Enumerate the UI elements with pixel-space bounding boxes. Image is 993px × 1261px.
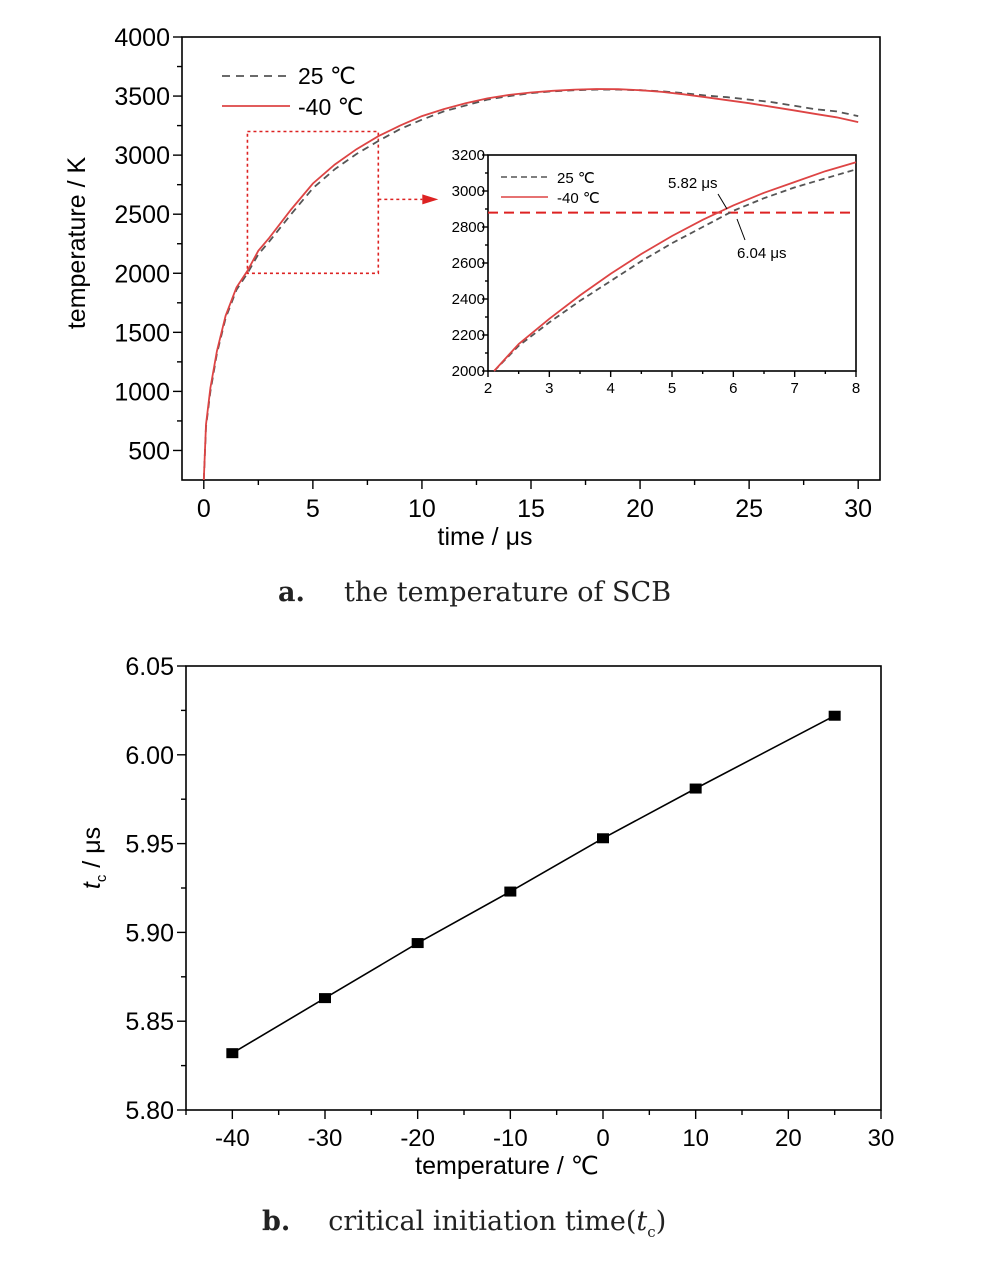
inset-xtick-label: 4 bbox=[606, 380, 614, 397]
b-ytick-label: 6.05 bbox=[125, 653, 174, 681]
b-xtick-label: 20 bbox=[775, 1125, 802, 1152]
inset-ytick-label: 2000 bbox=[452, 363, 485, 380]
inset-frame bbox=[487, 154, 857, 372]
legend-a-25-label: 25 ℃ bbox=[298, 63, 356, 89]
b-xtick-label: -10 bbox=[493, 1125, 528, 1152]
a-xtick-label: 0 bbox=[197, 495, 211, 523]
chart-b-y-label-sub: c bbox=[93, 874, 110, 882]
b-ytick-label: 5.95 bbox=[125, 831, 174, 859]
chart-a-y-tick-labels: 500 1000 1500 2000 2500 3000 3500 4000 bbox=[114, 24, 170, 465]
inset-xtick-label: 3 bbox=[545, 380, 553, 397]
b-xtick-label: 30 bbox=[868, 1125, 895, 1152]
inset-ticks bbox=[482, 154, 857, 377]
inset-annotation-604: 6.04 μs bbox=[737, 245, 787, 262]
caption-b: b. critical initiation time(tc) bbox=[262, 1206, 666, 1241]
inset-annotation-arrow-1 bbox=[717, 193, 728, 210]
chart-a-x-axis-label: time / μs bbox=[438, 523, 533, 551]
caption-a-text: the temperature of SCB bbox=[344, 577, 671, 608]
chart-b: -40 -30 -20 -10 0 10 20 30 5.80 5.85 5.90 5.95 6.00… bbox=[78, 653, 894, 1241]
caption-b-close: ) bbox=[656, 1206, 667, 1237]
series-minus40c-line bbox=[202, 88, 859, 481]
a-ytick-label: 2500 bbox=[114, 201, 170, 229]
inset-x-tick-labels: 2 3 4 5 6 7 8 bbox=[484, 380, 860, 397]
inset-ytick-label: 3000 bbox=[452, 183, 485, 200]
inset-legend: 25 ℃ -40 ℃ bbox=[501, 170, 600, 207]
a-ytick-label: 3500 bbox=[114, 83, 170, 111]
b-xtick-label: -20 bbox=[400, 1125, 435, 1152]
a-ytick-label: 500 bbox=[128, 437, 170, 465]
a-xtick-label: 25 bbox=[735, 495, 763, 523]
chart-a-x-tick-labels: 0 5 10 15 20 25 30 bbox=[197, 495, 872, 523]
inset-series-25c-line bbox=[493, 168, 857, 372]
chart-a-legend: 25 ℃ -40 ℃ bbox=[222, 63, 363, 120]
inset-xtick-label: 8 bbox=[852, 380, 860, 397]
b-ytick-label: 5.90 bbox=[125, 919, 174, 947]
chart-b-y-label-italic: t bbox=[78, 881, 106, 889]
inset-annotation-582: 5.82 μs bbox=[668, 175, 718, 192]
a-xtick-label: 5 bbox=[306, 495, 320, 523]
tc-point bbox=[411, 938, 424, 949]
chart-a: 0 5 10 15 20 25 30 500100015002000250030003500… bbox=[63, 24, 881, 608]
chart-a-ticks bbox=[173, 36, 859, 489]
tc-point bbox=[319, 993, 331, 1004]
inset-series-minus40c-line bbox=[493, 161, 857, 372]
inset-xtick-label: 7 bbox=[790, 380, 798, 397]
chart-a-y-axis-label: temperature / K bbox=[63, 157, 91, 330]
inset-ytick-label: 3200 bbox=[452, 147, 485, 164]
tc-point bbox=[597, 833, 609, 844]
caption-a-label: a. bbox=[278, 577, 305, 608]
inset-ytick-label: 2800 bbox=[452, 219, 485, 236]
a-ytick-label: 4000 bbox=[114, 24, 170, 52]
series-25c-line bbox=[202, 88, 859, 481]
chart-b-x-tick-labels: -40 -30 -20 -10 0 10 20 30 bbox=[215, 1125, 894, 1152]
b-xtick-label: -30 bbox=[308, 1125, 343, 1152]
a-ytick-label: 1000 bbox=[114, 378, 170, 406]
a-ytick-label: 1500 bbox=[114, 319, 170, 347]
legend-a-40-label: -40 ℃ bbox=[298, 94, 363, 120]
inset-y-tick-labels: 2000 2200 2400 2600 2800 3000 3200 bbox=[452, 147, 485, 380]
tc-point bbox=[226, 1048, 239, 1059]
inset-xtick-label: 2 bbox=[484, 380, 492, 397]
a-xtick-label: 10 bbox=[408, 495, 436, 523]
caption-b-sub: c bbox=[647, 1223, 655, 1241]
a-ytick-label: 3000 bbox=[114, 142, 170, 170]
a-ytick-label: 2000 bbox=[114, 260, 170, 288]
inset-ytick-label: 2400 bbox=[452, 291, 485, 308]
chart-b-y-label-rest: / μs bbox=[78, 827, 106, 875]
b-xtick-label: 10 bbox=[682, 1125, 709, 1152]
b-ytick-label: 6.00 bbox=[125, 742, 174, 770]
tc-point bbox=[504, 886, 517, 897]
legend-inset-25-label: 25 ℃ bbox=[557, 170, 595, 187]
tc-point bbox=[828, 710, 841, 721]
inset-series bbox=[493, 161, 857, 372]
a-xtick-label: 15 bbox=[517, 495, 545, 523]
chart-a-series bbox=[202, 88, 859, 481]
b-ytick-label: 5.85 bbox=[125, 1008, 174, 1036]
chart-b-frame bbox=[185, 665, 882, 1111]
b-xtick-label: 0 bbox=[596, 1125, 609, 1152]
zoom-box bbox=[246, 130, 380, 275]
inset-annotation-arrow-2 bbox=[736, 218, 746, 241]
chart-b-x-axis-label: temperature / ℃ bbox=[415, 1152, 599, 1180]
inset-xtick-label: 6 bbox=[729, 380, 737, 397]
inset-xtick-label: 5 bbox=[668, 380, 676, 397]
chart-b-ticks bbox=[177, 665, 882, 1119]
legend-inset-40-label: -40 ℃ bbox=[557, 190, 600, 207]
chart-b-y-axis-label: tc / μs bbox=[78, 827, 110, 889]
inset-ytick-label: 2200 bbox=[452, 327, 485, 344]
b-ytick-label: 5.80 bbox=[125, 1097, 174, 1125]
a-xtick-label: 20 bbox=[626, 495, 654, 523]
inset-ytick-label: 2600 bbox=[452, 255, 485, 272]
caption-b-italic: t bbox=[636, 1206, 647, 1237]
caption-b-label: b. bbox=[262, 1206, 290, 1237]
a-xtick-label: 30 bbox=[844, 495, 872, 523]
zoom-arrow-head bbox=[422, 194, 439, 205]
chart-b-series bbox=[226, 710, 841, 1059]
tc-point bbox=[689, 783, 702, 794]
caption-b-text: critical initiation time( bbox=[328, 1206, 636, 1237]
b-xtick-label: -40 bbox=[215, 1125, 250, 1152]
chart-b-y-tick-labels: 5.80 5.85 5.90 5.95 6.00 6.05 bbox=[125, 653, 174, 1125]
inset-chart: 2 3 4 5 6 7 8 2000 2200 2400 2600 2800 3000 3200 25 … bbox=[452, 147, 861, 397]
